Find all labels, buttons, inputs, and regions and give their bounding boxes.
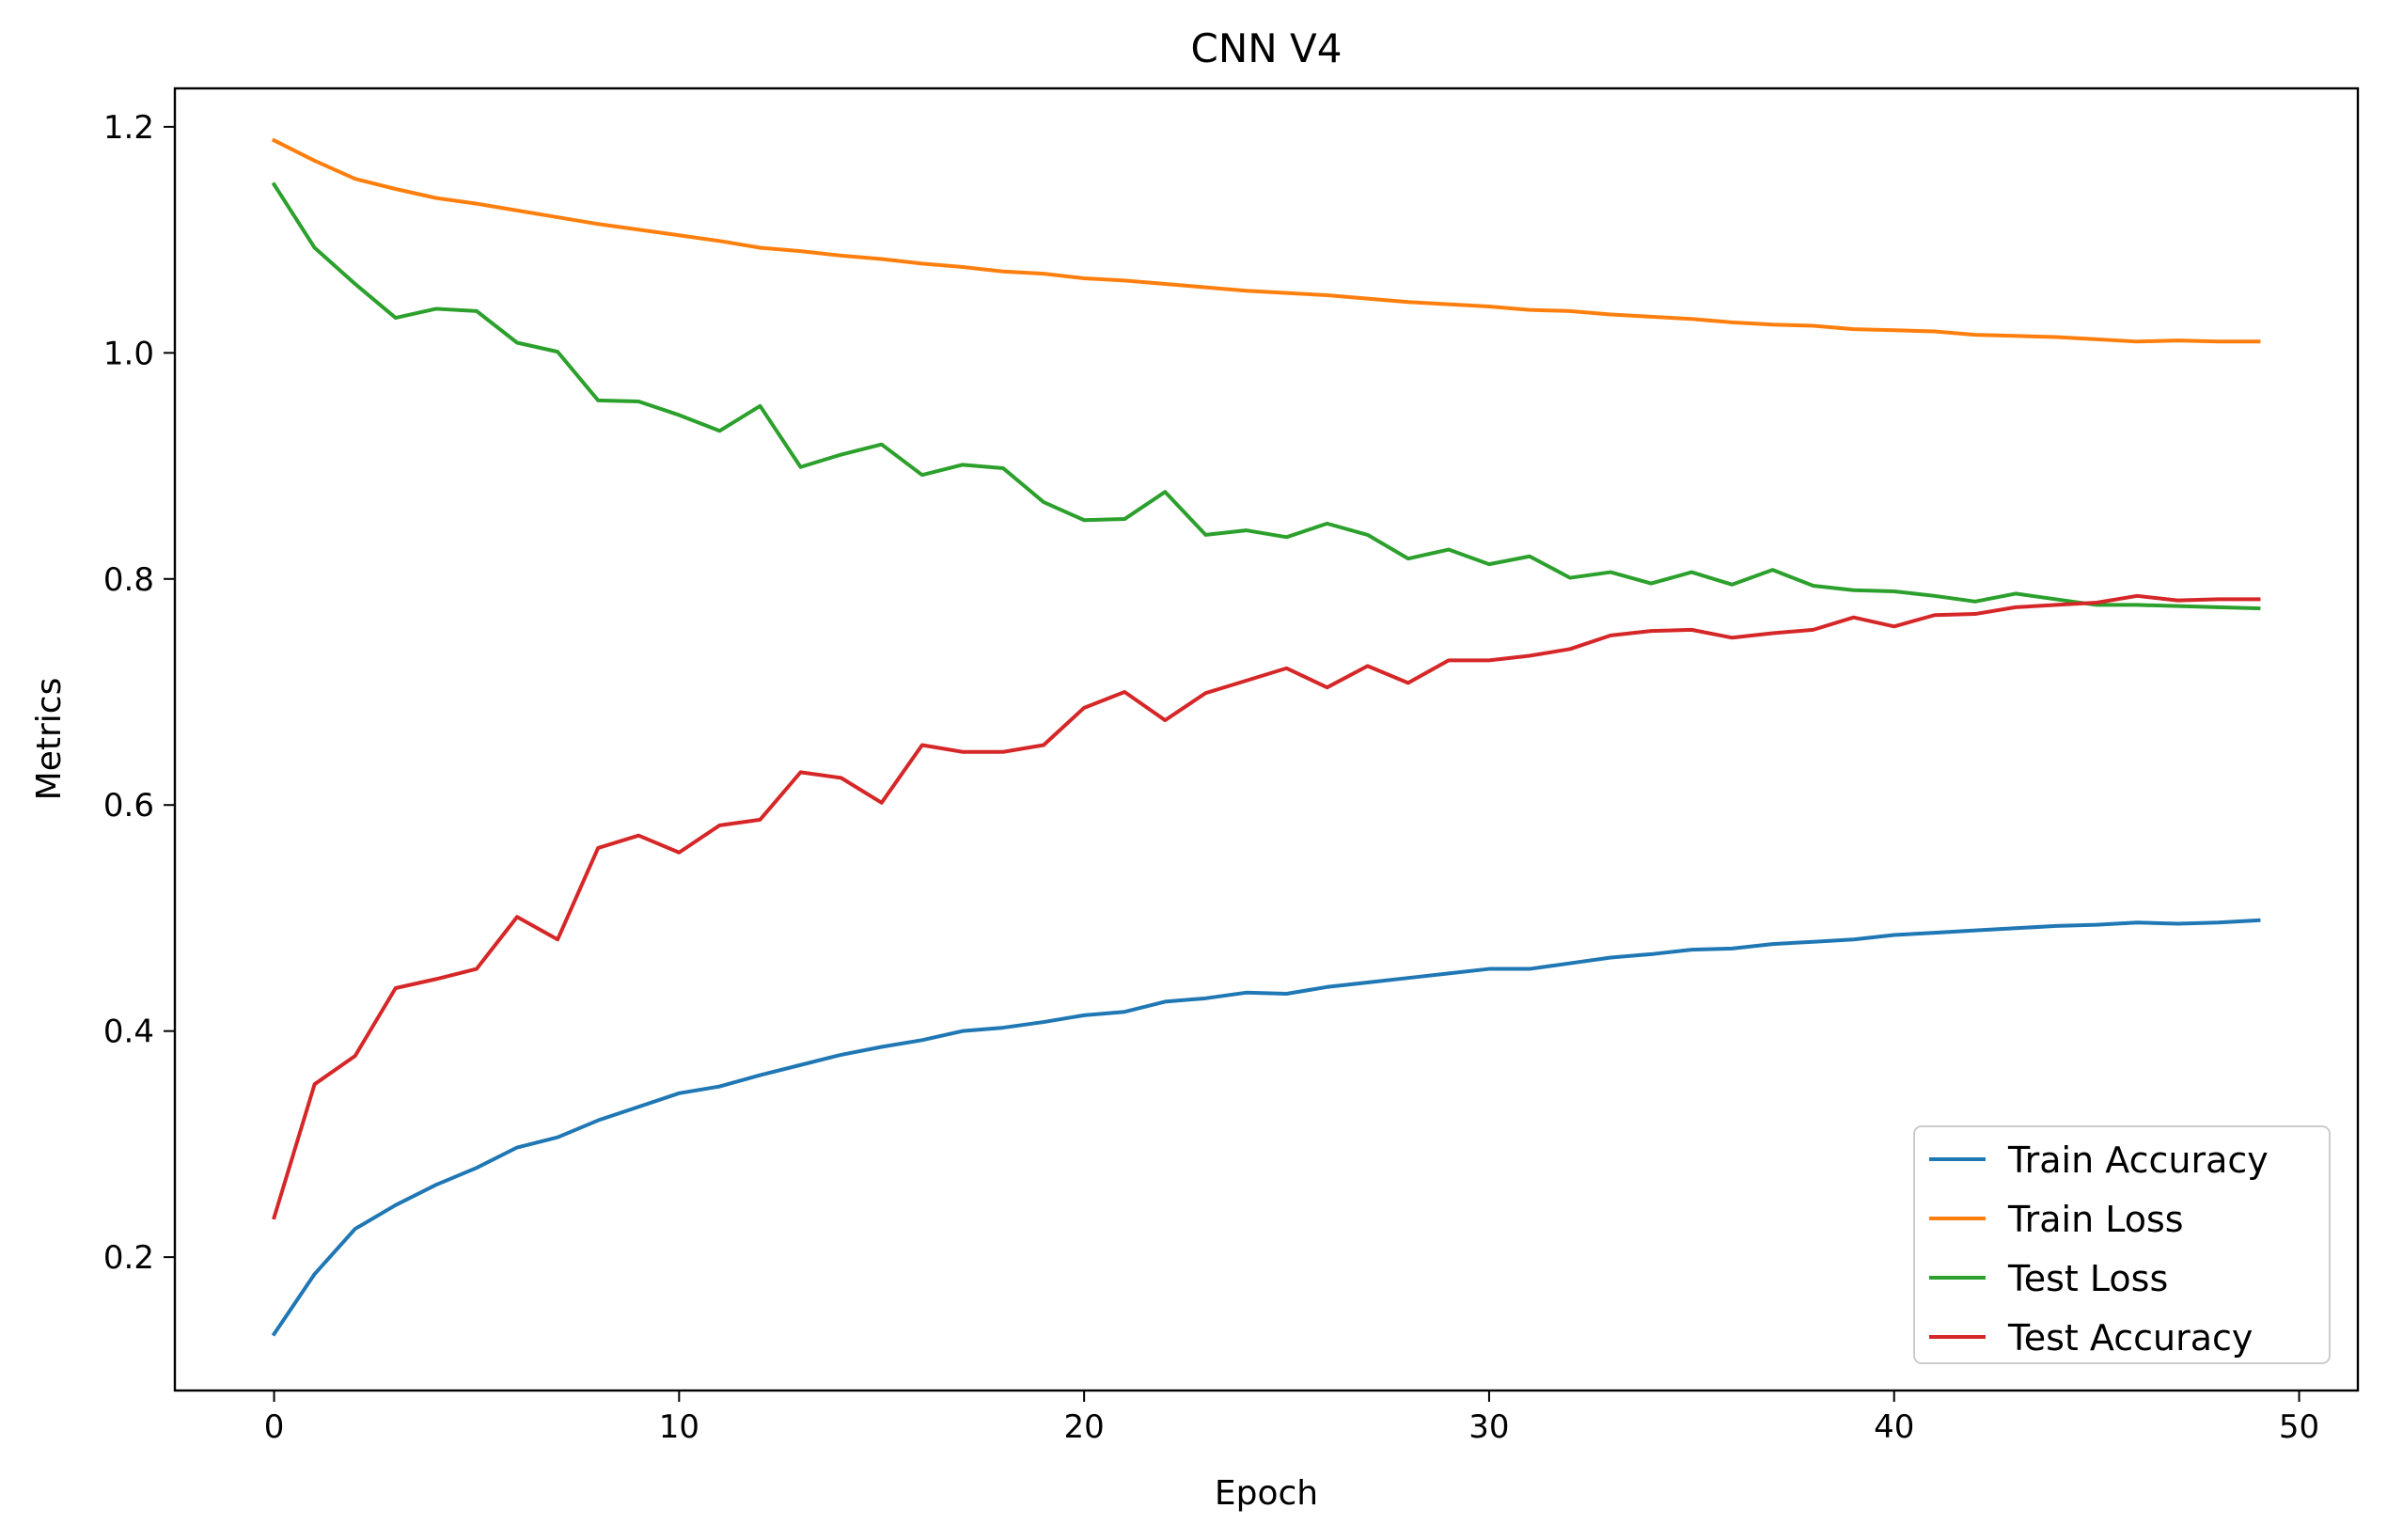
y-tick-label: 0.4 <box>103 1014 154 1051</box>
y-axis: 0.2 0.4 0.6 0.8 1.0 1.2 <box>103 109 175 1277</box>
x-tick-label: 20 <box>1064 1408 1105 1446</box>
legend-label-train-loss: Train Loss <box>2007 1199 2184 1240</box>
series-layer <box>271 137 2261 1337</box>
series-line-test-accuracy <box>272 593 2261 1220</box>
chart-title: CNN V4 <box>1191 25 1343 71</box>
y-axis-title: Metrics <box>30 678 69 801</box>
y-tick-label: 0.6 <box>103 787 154 825</box>
axes-frame <box>173 86 2360 1392</box>
y-tick-label: 1.2 <box>103 109 154 147</box>
y-tick-label: 0.2 <box>103 1239 154 1277</box>
x-tick-label: 30 <box>1468 1408 1509 1446</box>
x-tick-label: 50 <box>2279 1408 2319 1446</box>
y-tick-label: 1.0 <box>103 335 154 372</box>
x-tick-label: 10 <box>659 1408 699 1446</box>
y-tick-label: 0.8 <box>103 561 154 599</box>
series-line-train-accuracy <box>271 918 2261 1337</box>
series-line-train-loss <box>271 137 2261 344</box>
legend-label-test-loss: Test Loss <box>2007 1258 2168 1299</box>
series-line-test-loss <box>271 181 2261 611</box>
legend-box <box>1913 1125 2331 1364</box>
x-tick-label: 0 <box>264 1408 285 1446</box>
legend-label-test-accuracy: Test Accuracy <box>2007 1317 2253 1359</box>
legend-label-train-accuracy: Train Accuracy <box>2007 1139 2269 1181</box>
x-axis: 0 10 20 30 40 50 <box>264 1391 2319 1446</box>
x-axis-title: Epoch <box>1215 1474 1318 1513</box>
x-tick-label: 40 <box>1874 1408 1914 1446</box>
legend: Train Accuracy Train Loss Test Loss Test Ac… <box>1913 1125 2331 1364</box>
